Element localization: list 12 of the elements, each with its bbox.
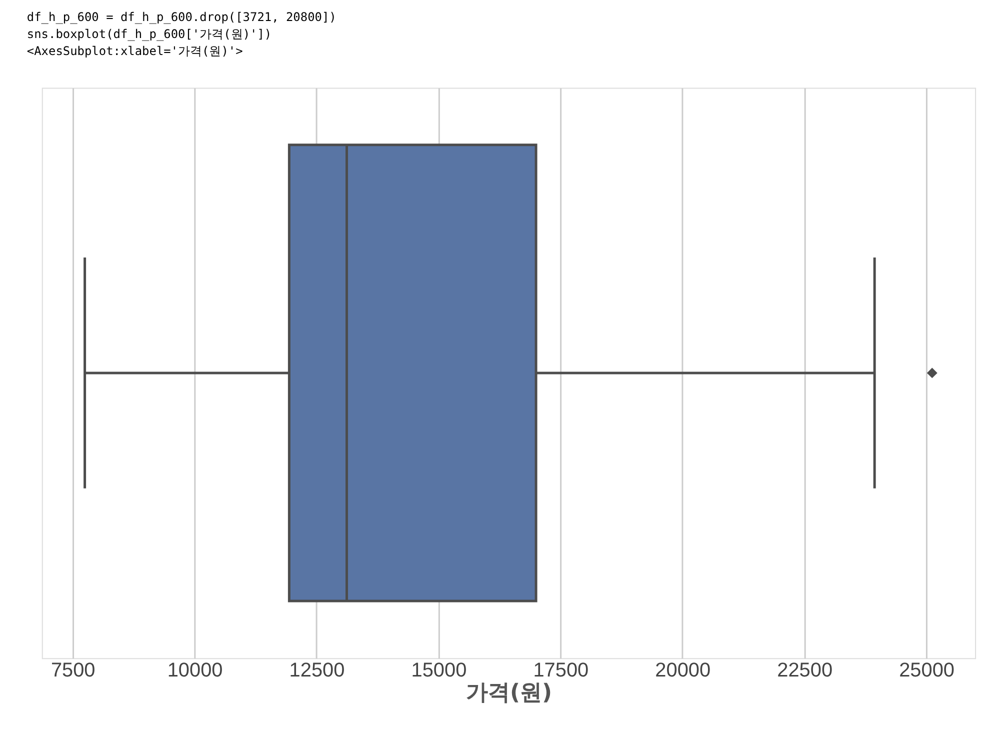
x-tick-label: 17500 (533, 660, 589, 682)
text: sns.boxplot(df_h_p_600['가격(원)']) (26, 26, 272, 41)
x-tick-label: 15000 (411, 660, 467, 682)
x-tick-label: 7500 (50, 660, 96, 682)
x-tick-label: 20000 (655, 660, 711, 682)
x-tick-label: 22500 (777, 660, 833, 682)
x-tick-label: 10000 (167, 660, 223, 682)
x-axis-title: 가격(원) (466, 680, 552, 706)
x-tick-label: 25000 (899, 660, 954, 682)
text: df_h_p_600 = df_h_p_600.drop([3721, 20800]) (26, 10, 336, 24)
text: <AxesSubplot:xlabel='가격(원)'> (26, 44, 243, 58)
x-tick-label: 12500 (289, 660, 345, 682)
